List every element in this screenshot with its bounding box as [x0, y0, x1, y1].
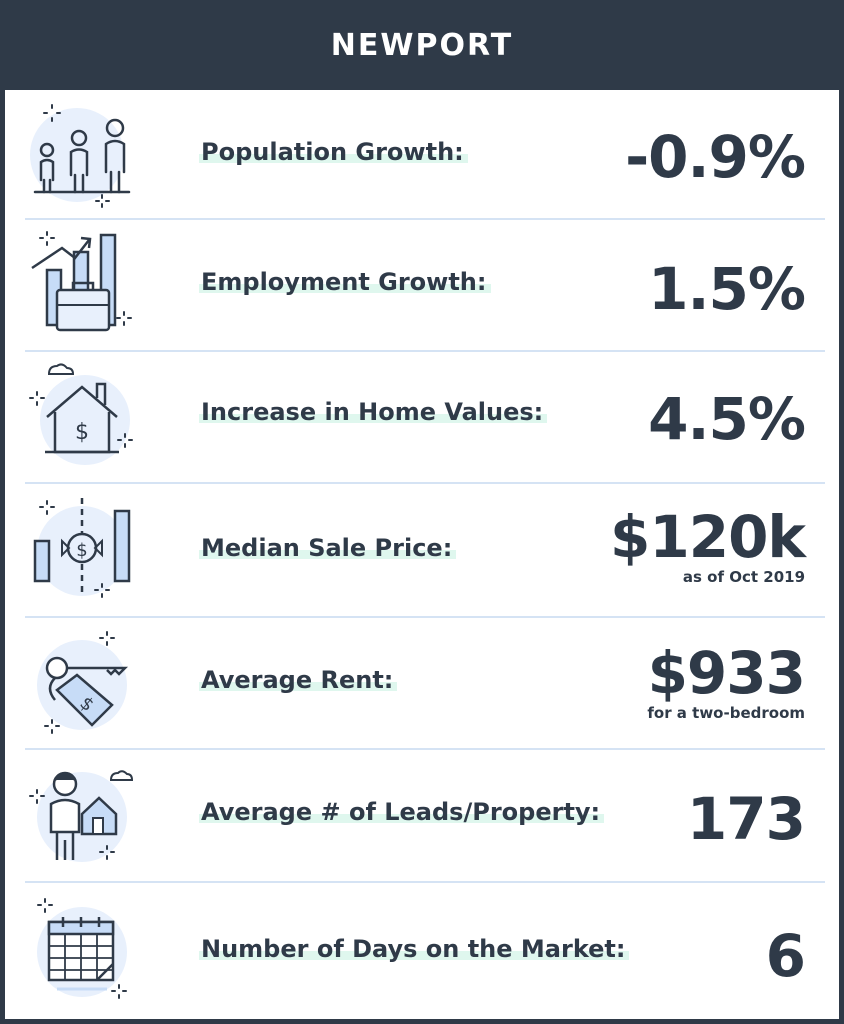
- stat-label-wrap: Population Growth:: [199, 138, 468, 166]
- stat-label-wrap: Average # of Leads/Property:: [199, 798, 605, 826]
- stat-value: $933: [647, 639, 806, 707]
- stat-label: Increase in Home Values:: [199, 398, 548, 426]
- svg-text:$: $: [75, 420, 89, 445]
- house-dollar-icon: $: [29, 363, 133, 465]
- stats-panel: Population Growth: -0.9%: [5, 90, 839, 1019]
- stat-value: 1.5%: [648, 255, 806, 323]
- row-divider: [25, 616, 825, 618]
- stat-row-home-values: $ Increase in Home Values: 4.5%: [5, 352, 839, 484]
- family-icon: [30, 104, 131, 208]
- svg-text:$: $: [76, 540, 87, 561]
- row-divider: [25, 218, 825, 220]
- stat-value-wrap: 173: [686, 785, 806, 853]
- stat-label: Employment Growth:: [199, 268, 491, 296]
- stat-label: Population Growth:: [199, 138, 468, 166]
- stat-label-wrap: Average Rent:: [199, 666, 398, 694]
- stat-row-average-rent: $ Average Rent: $933 for a two-bedroom: [5, 618, 839, 750]
- stat-value: 173: [686, 785, 806, 853]
- stat-value-wrap: -0.9%: [625, 123, 806, 191]
- stat-label: Average Rent:: [199, 666, 398, 694]
- person-house-icon: [29, 770, 134, 862]
- row-divider: [25, 350, 825, 352]
- stat-value: 6: [765, 922, 806, 990]
- row-divider: [25, 881, 825, 883]
- briefcase-chart-icon: [31, 231, 132, 332]
- stat-value-wrap: 6: [765, 922, 806, 990]
- stat-row-leads-per-property: Average # of Leads/Property: 173: [5, 750, 839, 883]
- row-divider: [25, 482, 825, 484]
- stat-value-wrap: 4.5%: [648, 385, 806, 453]
- stat-label: Number of Days on the Market:: [199, 935, 630, 963]
- stat-value-wrap: 1.5%: [648, 255, 806, 323]
- city-title: NEWPORT: [330, 27, 514, 63]
- stat-label-wrap: Employment Growth:: [199, 268, 491, 296]
- stat-row-median-sale-price: $ Median Sale Price: $120k as of Oct 201…: [5, 484, 839, 618]
- stat-row-employment-growth: Employment Growth: 1.5%: [5, 220, 839, 352]
- stat-label: Average # of Leads/Property:: [199, 798, 605, 826]
- stat-value: 4.5%: [648, 385, 806, 453]
- stat-row-population-growth: Population Growth: -0.9%: [5, 90, 839, 220]
- stat-label-wrap: Number of Days on the Market:: [199, 935, 630, 963]
- header-bar: NEWPORT: [0, 0, 844, 90]
- stat-label-wrap: Median Sale Price:: [199, 534, 457, 562]
- key-tag-icon: $: [37, 631, 129, 734]
- stat-value: $120k: [610, 503, 806, 571]
- stat-note: as of Oct 2019: [682, 568, 805, 586]
- stat-value-wrap: $933 for a two-bedroom: [647, 639, 806, 722]
- stat-value-wrap: $120k as of Oct 2019: [610, 503, 806, 586]
- stat-label-wrap: Increase in Home Values:: [199, 398, 548, 426]
- stat-label: Median Sale Price:: [199, 534, 457, 562]
- price-chart-icon: $: [33, 498, 131, 598]
- stat-note: for a two-bedroom: [647, 704, 805, 722]
- stat-row-days-on-market: Number of Days on the Market: 6: [5, 883, 839, 1019]
- stat-value: -0.9%: [625, 123, 806, 191]
- calendar-icon: [37, 898, 127, 999]
- row-divider: [25, 748, 825, 750]
